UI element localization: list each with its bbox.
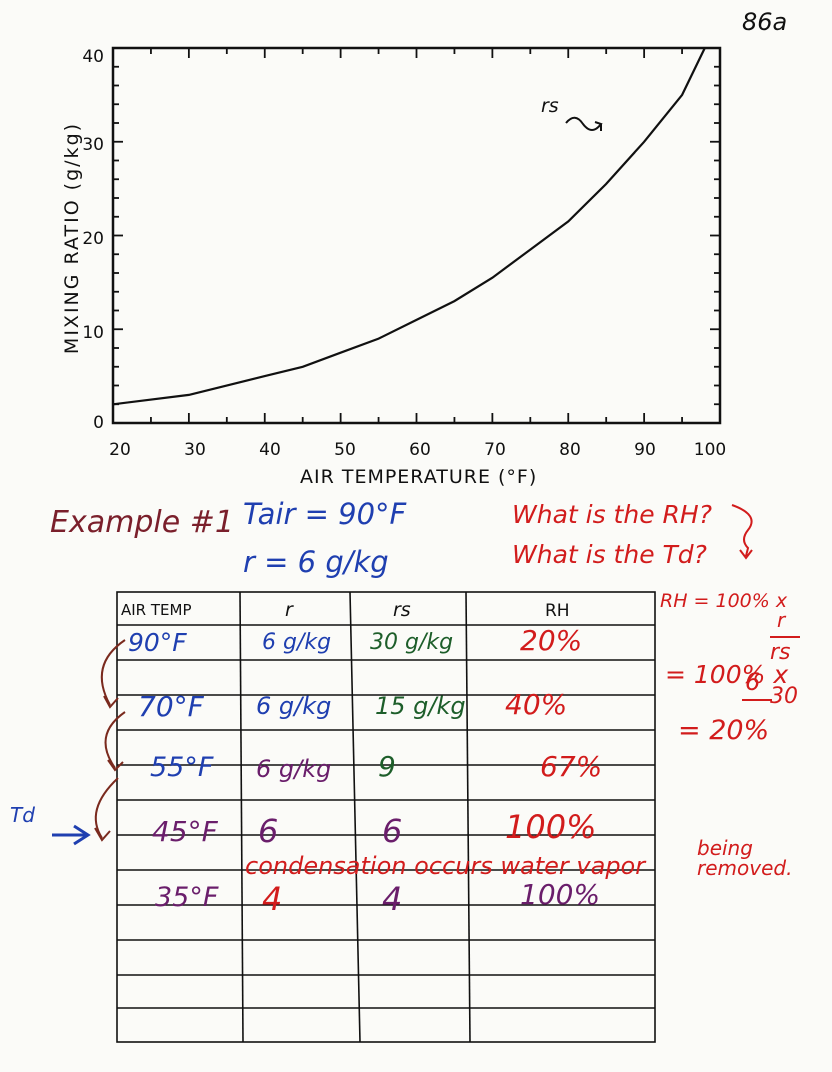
x-tick-90: 90 — [634, 440, 656, 460]
formula-line1: RH = 100% x — [660, 590, 788, 612]
rs-arrow — [565, 116, 603, 131]
row-arrows — [94, 639, 126, 842]
formula-thirty: 30 — [770, 684, 798, 709]
x-tick-30: 30 — [184, 440, 206, 460]
row3-rh: 67% — [540, 750, 603, 783]
table-header-r: r — [285, 599, 293, 621]
td-label: Td — [10, 803, 35, 827]
row1-rs: 30 g/kg — [370, 630, 454, 655]
y-tick-40: 40 — [82, 47, 104, 67]
rs-curve-label: rs — [541, 95, 559, 117]
row5-rh: 100% — [520, 878, 601, 911]
y-tick-30: 30 — [82, 135, 104, 155]
row1-temp: 90°F — [128, 628, 187, 657]
formula-r-numerator: r — [777, 608, 786, 632]
row3-temp: 55°F — [150, 752, 214, 783]
td-arrow — [52, 824, 91, 846]
x-tick-80: 80 — [559, 440, 581, 460]
row5-r: 4 — [262, 880, 283, 918]
x-axis-label: AIR TEMPERATURE (°F) — [300, 466, 538, 488]
question-brace — [731, 504, 753, 560]
table-grid — [116, 591, 656, 1043]
question-td: What is the Td? — [512, 540, 707, 569]
row1-rh: 20% — [520, 624, 583, 657]
y-tick-20: 20 — [82, 229, 104, 249]
y-tick-0: 0 — [93, 413, 104, 433]
x-tick-20: 20 — [109, 440, 131, 460]
table-header-rh: RH — [545, 601, 570, 621]
row3-rs: 9 — [378, 750, 396, 783]
x-tick-50: 50 — [334, 440, 356, 460]
row4-rh: 100% — [505, 808, 597, 846]
row5-temp: 35°F — [155, 882, 219, 913]
x-tick-100: 100 — [693, 440, 727, 460]
row1-r: 6 g/kg — [262, 630, 332, 655]
x-tick-70: 70 — [484, 440, 506, 460]
formula-six: 6 — [745, 668, 761, 696]
row4-rs: 6 — [382, 812, 403, 850]
row3-r: 6 g/kg — [256, 755, 332, 783]
condensation-note: condensation occurs water vapor — [245, 852, 646, 880]
formula-line2: = 100% x — [665, 660, 789, 689]
formula-rs-denominator: rs — [770, 640, 791, 665]
row4-temp: 45°F — [152, 815, 218, 848]
row4-r: 6 — [258, 812, 279, 850]
x-tick-40: 40 — [259, 440, 281, 460]
row2-rh: 40% — [505, 688, 568, 721]
x-tick-60: 60 — [409, 440, 431, 460]
row2-rs: 15 g/kg — [375, 692, 466, 720]
row2-temp: 70°F — [138, 690, 204, 723]
fraction-bars — [742, 636, 800, 701]
table-header-air-temp: AIR TEMP — [121, 601, 192, 619]
page-number: 86a — [742, 8, 788, 36]
rs-curve — [112, 47, 706, 406]
y-tick-10: 10 — [82, 323, 104, 343]
chart-frame — [111, 46, 722, 425]
table-header-rs: rs — [393, 599, 411, 621]
tair-value: Tair = 90°F — [243, 497, 407, 531]
example-title: Example #1 — [50, 505, 234, 540]
chart-ticks — [112, 47, 721, 424]
row5-rs: 4 — [382, 880, 403, 918]
r-value: r = 6 g/kg — [243, 545, 389, 579]
row2-r: 6 g/kg — [256, 692, 332, 720]
question-rh: What is the RH? — [512, 500, 712, 529]
being-removed-note: being removed. — [697, 836, 793, 880]
formula-line3: = 20% — [678, 715, 770, 746]
